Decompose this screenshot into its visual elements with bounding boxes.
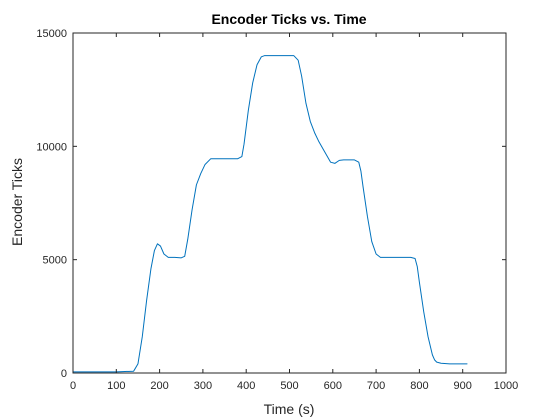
x-tick-label: 400: [237, 380, 255, 392]
x-tick-label: 700: [367, 380, 385, 392]
x-tick-label: 200: [150, 380, 168, 392]
y-tick-label: 5000: [43, 255, 67, 267]
axes-box: [73, 33, 506, 373]
x-tick-label: 800: [410, 380, 428, 392]
x-tick-label: 1000: [494, 380, 518, 392]
y-tick-label: 0: [61, 368, 67, 380]
x-tick-label: 100: [107, 380, 125, 392]
x-tick-label: 900: [454, 380, 472, 392]
y-tick-label: 10000: [36, 141, 67, 153]
x-axis-label: Time (s): [264, 401, 315, 417]
chart-title: Encoder Ticks vs. Time: [211, 11, 366, 27]
plot-area: [73, 33, 506, 373]
x-tick-label: 500: [280, 380, 298, 392]
y-axis-label: Encoder Ticks: [9, 158, 25, 246]
y-tick-label: 15000: [36, 28, 67, 40]
x-tick-label: 300: [194, 380, 212, 392]
x-tick-label: 0: [70, 380, 76, 392]
x-tick-label: 600: [324, 380, 342, 392]
